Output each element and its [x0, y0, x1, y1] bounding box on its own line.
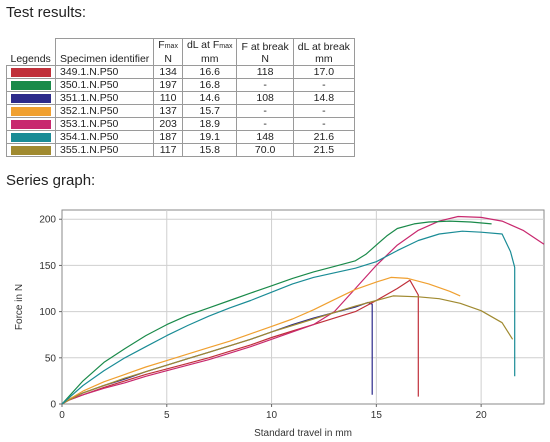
x-tick-label: 10: [266, 410, 278, 421]
specimen-id-cell: 355.1.N.P50: [54, 143, 155, 157]
header-dl-fmax-unit: mm: [200, 53, 219, 65]
x-axis-label: Standard travel in mm: [254, 428, 352, 439]
series-line: [61, 230, 516, 405]
y-tick-label: 50: [45, 353, 57, 364]
header-f-break: F at break N: [236, 38, 294, 66]
fmax-cell: 110: [153, 91, 183, 105]
x-tick-label: 0: [59, 410, 65, 421]
header-dl-break-label: dL at break: [297, 41, 350, 53]
y-tick-label: 0: [50, 400, 56, 411]
dl-fmax-cell: 18.9: [181, 117, 238, 131]
table-row: 354.1.N.P50 187 19.1 148 21.6: [6, 130, 355, 144]
dl-break-cell: 21.5: [292, 143, 355, 157]
y-tick-label: 100: [39, 307, 56, 318]
header-specimen: Specimen identifier: [54, 38, 155, 66]
header-fmax-unit: N: [164, 53, 172, 65]
specimen-id-cell: 349.1.N.P50: [54, 65, 155, 79]
f-break-cell: 108: [236, 91, 294, 105]
legend-swatch-cell: [6, 143, 56, 157]
header-dl-fmax-label: dL at Fmax: [186, 39, 233, 51]
test-results-heading: Test results:: [6, 4, 87, 21]
series-line: [61, 276, 461, 405]
y-axis-label: Force in N: [14, 284, 25, 330]
header-dl-break-unit: mm: [315, 53, 333, 65]
header-fmax-label: Fmax: [158, 39, 178, 51]
table-row: 355.1.N.P50 117 15.8 70.0 21.5: [6, 143, 355, 157]
series-line: [61, 220, 492, 405]
legend-swatch: [11, 132, 51, 142]
legend-swatch: [11, 80, 51, 90]
series-line: [61, 279, 419, 405]
x-tick-label: 20: [476, 410, 488, 421]
fmax-cell: 117: [153, 143, 183, 157]
results-table-body: 349.1.N.P50 134 16.6 118 17.0 350.1.N.P50 197 1…: [6, 65, 355, 157]
x-tick-label: 5: [164, 410, 170, 421]
y-tick-label: 150: [39, 261, 56, 272]
header-dl-fmax: dL at Fmax mm: [181, 38, 238, 66]
table-row: 350.1.N.P50 197 16.8- -: [6, 78, 355, 92]
dl-fmax-cell: 15.7: [181, 104, 238, 118]
table-row: 351.1.N.P50 110 14.6 108 14.8: [6, 91, 355, 105]
series-line: [61, 215, 545, 405]
plot-area: [61, 209, 545, 405]
dl-fmax-cell: 16.8: [181, 78, 238, 92]
results-table: Legends Specimen identifier Fmax N dL at…: [6, 38, 355, 157]
table-header-row: Legends Specimen identifier Fmax N dL at…: [6, 38, 355, 66]
specimen-id-cell: 352.1.N.P50: [54, 104, 155, 118]
dl-break-cell: 21.6: [292, 130, 355, 144]
specimen-id-cell: 351.1.N.P50: [54, 91, 155, 105]
series-graph-heading: Series graph:: [6, 172, 96, 189]
dl-break-cell: -: [292, 78, 355, 92]
f-break-cell: 70.0: [236, 143, 294, 157]
legend-swatch: [11, 93, 51, 103]
table-row: 349.1.N.P50 134 16.6 118 17.0: [6, 65, 355, 79]
legend-swatch: [11, 119, 51, 129]
legend-swatch: [11, 106, 51, 116]
y-tick-label: 200: [39, 215, 56, 226]
fmax-cell: 197: [153, 78, 183, 92]
legend-swatch: [11, 145, 51, 155]
header-f-break-unit: N: [261, 53, 269, 65]
legend-swatch: [11, 67, 51, 77]
dl-fmax-cell: 15.8: [181, 143, 238, 157]
table-row: 352.1.N.P50 137 15.7- -: [6, 104, 355, 118]
x-tick-label: 15: [371, 410, 383, 421]
header-f-break-label: F at break: [241, 41, 289, 53]
series-line: [61, 295, 514, 405]
